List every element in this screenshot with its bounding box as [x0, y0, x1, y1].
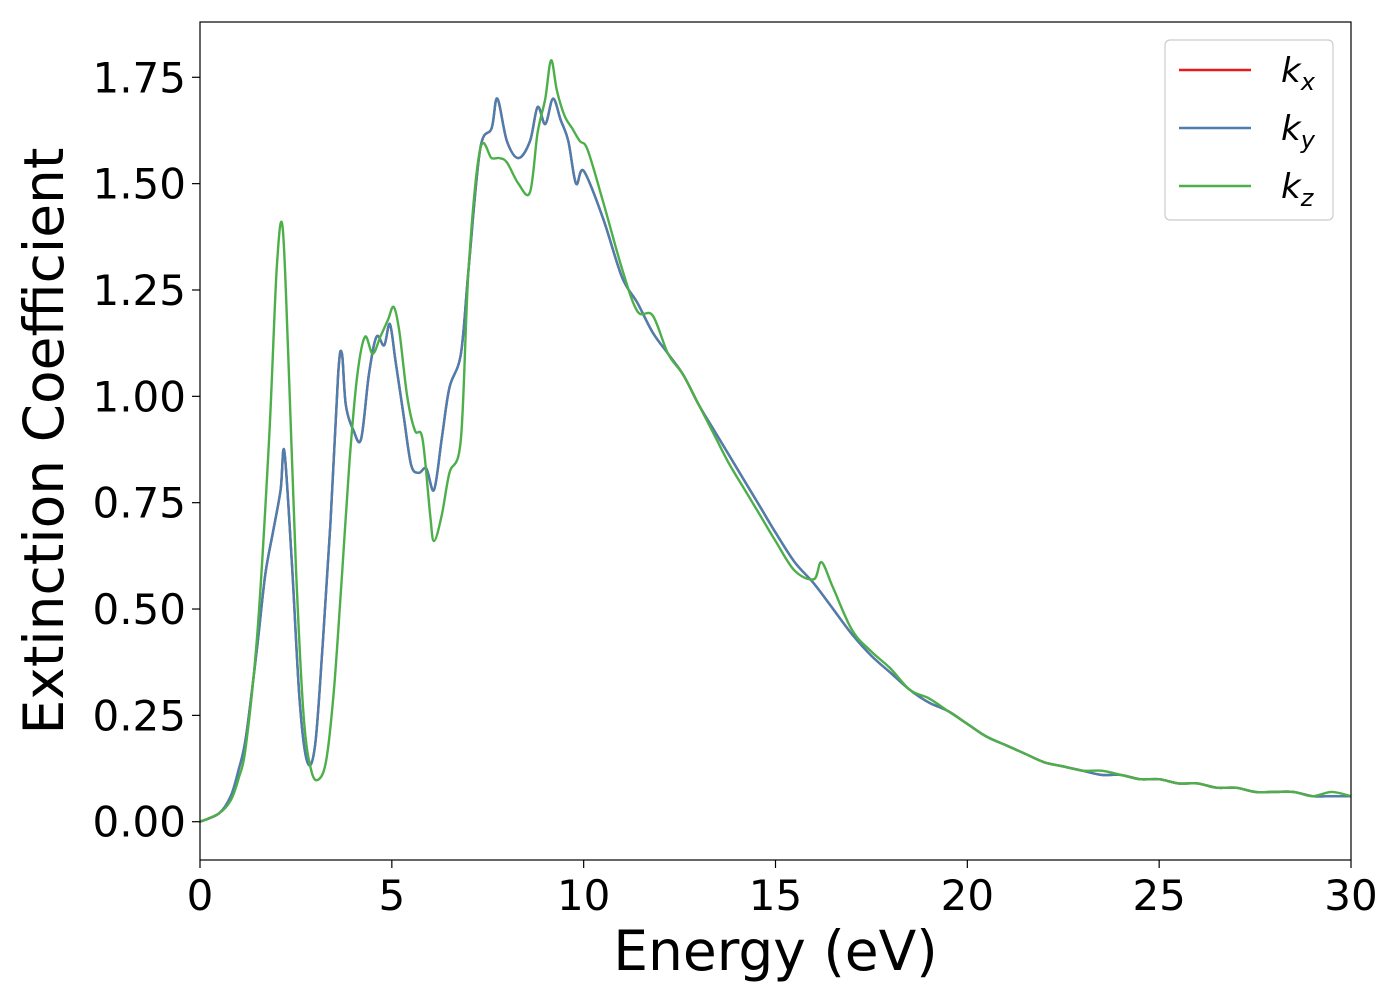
legend-label-base: k — [1281, 109, 1302, 149]
y-axis-ticks: 0.00 0.25 0.50 0.75 1.00 1.25 1.50 1.75 — [92, 53, 200, 847]
x-tick-label: 5 — [378, 871, 405, 920]
legend-label-subscript: z — [1300, 184, 1315, 212]
x-axis-label: Energy (eV) — [613, 919, 937, 983]
x-tick-label: 25 — [1132, 871, 1185, 920]
y-tick-label: 1.75 — [92, 53, 186, 102]
y-tick-label: 0.00 — [92, 798, 186, 847]
y-tick-label: 1.00 — [92, 372, 186, 421]
series-layer — [200, 59, 1351, 823]
y-tick-label: 0.75 — [92, 479, 186, 528]
legend-label-z: kz — [1281, 167, 1315, 212]
legend-label-base: k — [1281, 51, 1302, 91]
legend-label-x: kx — [1281, 51, 1316, 96]
y-tick-label: 1.50 — [92, 160, 186, 209]
x-tick-label: 30 — [1324, 871, 1377, 920]
x-axis-ticks: 0 5 10 15 20 25 30 — [187, 860, 1378, 920]
y-tick-label: 1.25 — [92, 266, 186, 315]
y-tick-label: 0.25 — [92, 691, 186, 740]
legend-label-y: ky — [1281, 109, 1316, 154]
x-tick-label: 0 — [187, 871, 214, 920]
legend-label-base: k — [1281, 167, 1302, 207]
series-line-z — [200, 59, 1351, 823]
x-tick-label: 20 — [941, 871, 994, 920]
x-tick-label: 10 — [557, 871, 610, 920]
legend-label-subscript: y — [1300, 126, 1316, 154]
legend-label-subscript: x — [1300, 68, 1316, 96]
x-tick-label: 15 — [749, 871, 802, 920]
y-tick-label: 0.50 — [92, 585, 186, 634]
legend-box — [1164, 39, 1334, 221]
y-axis-label: Extinction Coefficient — [12, 148, 76, 735]
